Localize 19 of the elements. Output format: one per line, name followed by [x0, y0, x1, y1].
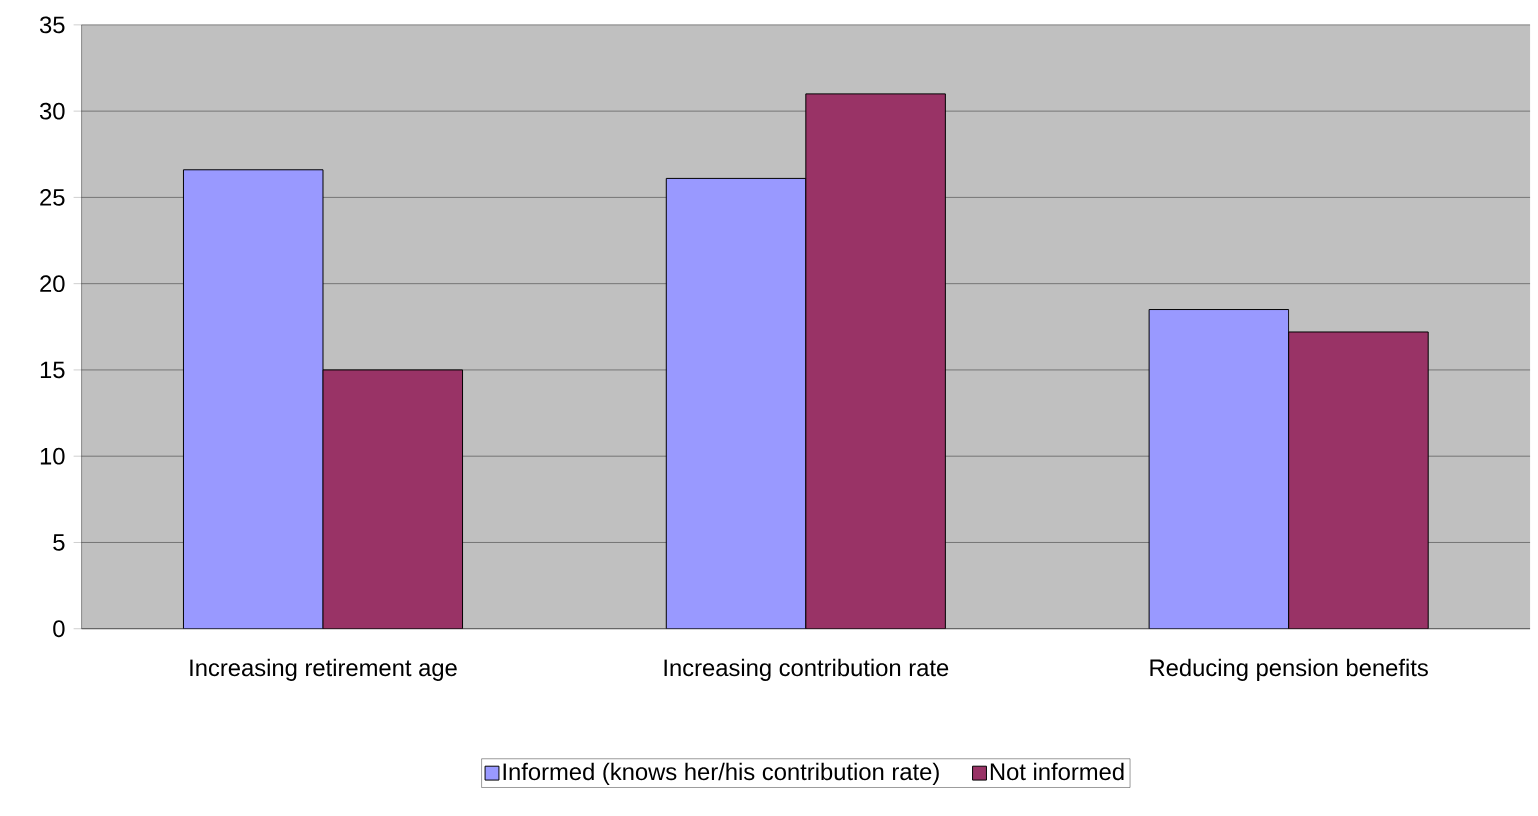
- bar: [665, 178, 807, 629]
- x-tick-label: Reducing pension benefits: [1150, 658, 1428, 682]
- legend-label: Informed (knows her/his contribution rate): [503, 762, 939, 785]
- bar: [1288, 331, 1429, 629]
- bar: [805, 93, 946, 629]
- bar: [322, 369, 464, 629]
- y-tick-label: 10: [40, 447, 65, 465]
- y-tick-label: 35: [39, 16, 65, 34]
- x-tick-label: Increasing contribution rate: [664, 658, 949, 682]
- x-tick-label: Increasing retirement age: [190, 658, 457, 682]
- y-tick-label: 30: [39, 102, 65, 120]
- bar: [182, 169, 324, 629]
- y-tick-label: 0: [53, 620, 65, 638]
- y-tick-label: 25: [40, 189, 65, 206]
- legend-label: Not informed: [990, 762, 1124, 781]
- y-tick-label: 15: [40, 361, 65, 379]
- y-tick-label: 20: [40, 275, 65, 293]
- bar: [1148, 309, 1290, 629]
- y-tick-label: 5: [53, 534, 65, 551]
